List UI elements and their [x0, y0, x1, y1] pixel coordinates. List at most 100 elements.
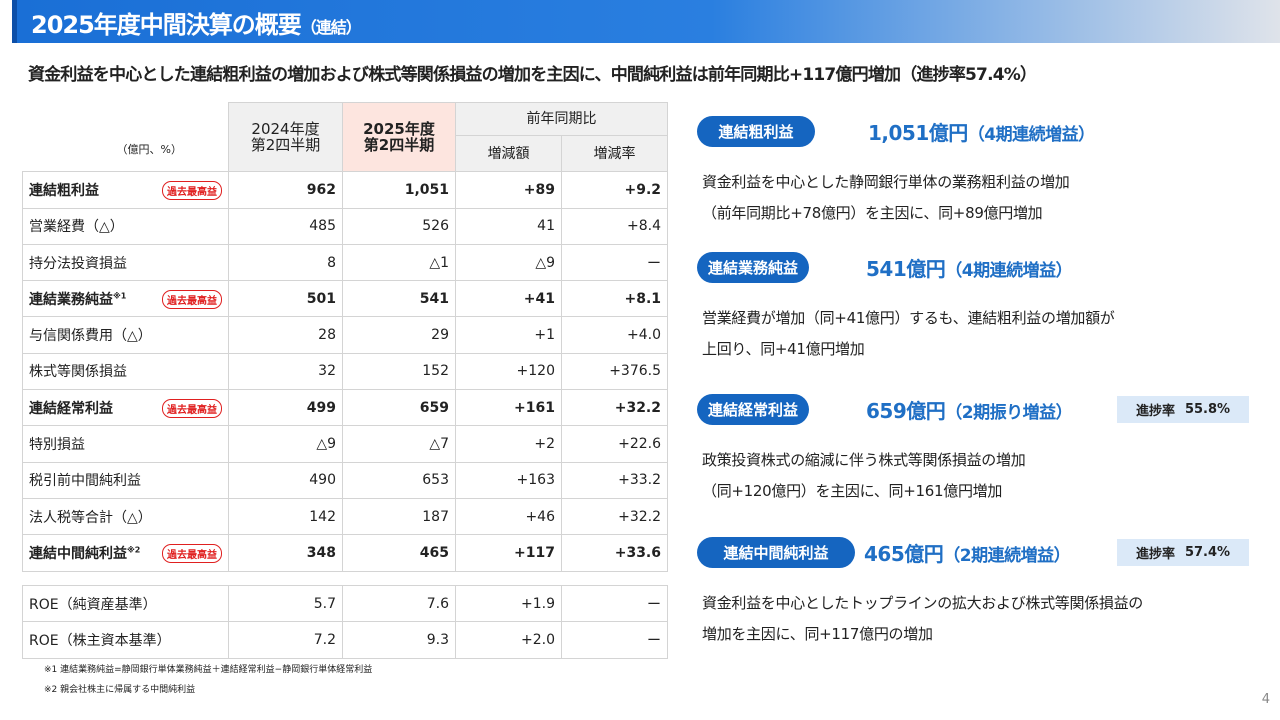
cell-value: 7.2	[228, 621, 343, 659]
progress-box: 進捗率 57.4%	[1117, 539, 1249, 566]
cell-value: +33.6	[561, 534, 668, 572]
cell-value: 653	[342, 461, 456, 499]
highlight-note: （2期振り増益）	[945, 403, 1073, 423]
row-label-text: 持分法投資損益	[29, 255, 127, 272]
unit-label: （億円、%）	[22, 102, 229, 173]
cell-value: +22.6	[561, 425, 668, 463]
highlight-pill: 連結中間純利益	[697, 537, 855, 568]
row-label-text: 営業経費（△）	[29, 219, 124, 236]
row-label-text: 連結中間純利益	[29, 545, 127, 562]
table-row: 株式等関係損益 32 152 +120 +376.5	[22, 352, 668, 391]
roe-row: ROE（純資産基準） 5.7 7.6 +1.9 ー	[22, 584, 668, 623]
progress-box: 進捗率 55.8%	[1117, 396, 1249, 423]
row-label-text: 連結粗利益	[29, 182, 99, 199]
title-bar: 2025年度中間決算の概要（連結）	[12, 0, 1280, 43]
row-label-text: 与信関係費用（△）	[29, 328, 152, 345]
row-label: 連結中間純利益※2 過去最高益	[22, 534, 229, 572]
summary-subtitle: 資金利益を中心とした連結粗利益の増加および株式等関係損益の増加を主因に、中間純利…	[28, 65, 1037, 85]
title-sub: （連結）	[300, 18, 362, 37]
table-row: 連結粗利益 過去最高益 962 1,051 +89 +9.2	[22, 171, 668, 209]
roe-table: ROE（純資産基準） 5.7 7.6 +1.9 ー ROE（株主資本基準） 7.2 9.3 +2…	[22, 584, 668, 659]
highlight-body: 営業経費が増加（同+41億円）するも、連結粗利益の増加額が 上回り、同+41億円増…	[702, 303, 1115, 365]
cell-value: 28	[228, 316, 343, 354]
row-label: 与信関係費用（△）	[22, 316, 229, 354]
record-high-badge: 過去最高益	[162, 289, 222, 309]
row-label: 連結経常利益 過去最高益	[22, 389, 229, 427]
table-row: 税引前中間純利益 490 653 +163 +33.2	[22, 461, 668, 499]
footnote-1: ※1 連結業務純益=静岡銀行単体業務純益＋連結経常利益−静岡銀行単体経常利益	[44, 665, 373, 675]
row-label-text: 税引前中間純利益	[29, 473, 141, 490]
cell-value: 499	[228, 389, 343, 427]
record-high-badge: 過去最高益	[162, 543, 222, 563]
cell-value: +376.5	[561, 352, 668, 391]
body-line: 上回り、同+41億円増加	[702, 340, 865, 358]
cell-value: 5.7	[228, 584, 343, 623]
highlight-value: 1,051億円（4期連続増益）	[868, 117, 1095, 146]
row-label: 営業経費（△）	[22, 207, 229, 245]
cell-value: 541	[342, 280, 456, 318]
cell-value: +32.2	[561, 389, 668, 427]
cell-value: +89	[455, 171, 562, 209]
cell-value: +41	[455, 280, 562, 318]
highlight-note: （4期連続増益）	[945, 261, 1073, 281]
highlight-pill: 連結業務純益	[697, 252, 809, 283]
cell-value: △9	[455, 243, 562, 282]
record-high-badge: 過去最高益	[162, 398, 222, 418]
roe-row: ROE（株主資本基準） 7.2 9.3 +2.0 ー	[22, 621, 668, 659]
footnote-ref: ※2	[127, 545, 141, 555]
progress-value: 57.4%	[1184, 545, 1231, 560]
cell-value: +2.0	[455, 621, 562, 659]
table-row: 連結業務純益※1 過去最高益 501 541 +41 +8.1	[22, 280, 668, 318]
footnote-ref: ※1	[113, 291, 127, 301]
highlight-amount: 1,051億円	[868, 121, 968, 145]
cell-value: △9	[228, 425, 343, 463]
highlight-amount: 541億円	[866, 257, 946, 281]
body-line: （同+120億円）を主因に、同+161億円増加	[702, 482, 1003, 500]
row-label-text: 連結業務純益	[29, 291, 113, 308]
cell-value: 32	[228, 352, 343, 391]
cell-value: 152	[342, 352, 456, 391]
cell-value: +9.2	[561, 171, 668, 209]
highlight-value: 659億円（2期振り増益）	[866, 395, 1073, 424]
cell-value: +163	[455, 461, 562, 499]
cell-value: +46	[455, 497, 562, 536]
cell-value: ー	[561, 621, 668, 659]
row-label: ROE（株主資本基準）	[22, 621, 229, 659]
highlight-note: （4期連続増益）	[967, 125, 1095, 145]
col-yoy-rate: 増減率	[561, 134, 668, 173]
cell-value: △1	[342, 243, 456, 282]
row-label-text: 特別損益	[29, 437, 85, 454]
cell-value: +32.2	[561, 497, 668, 536]
highlight-amount: 465億円	[864, 542, 944, 566]
table-row: 与信関係費用（△） 28 29 +1 +4.0	[22, 316, 668, 354]
highlight-note: （2期連続増益）	[943, 546, 1071, 566]
cell-value: 29	[342, 316, 456, 354]
highlight-pill: 連結粗利益	[697, 116, 815, 147]
progress-label: 進捗率	[1135, 404, 1175, 419]
highlight-value: 541億円（4期連続増益）	[866, 253, 1073, 282]
results-table: （億円、%） 2024年度 第2四半期 2025年度 第2四半期 前年同期比 増減額…	[22, 101, 668, 572]
table-row: 特別損益 △9 △7 +2 +22.6	[22, 425, 668, 463]
table-row: 連結中間純利益※2 過去最高益 348 465 +117 +33.6	[22, 534, 668, 572]
cell-value: ー	[561, 584, 668, 623]
title-main: 2025年度中間決算の概要	[31, 11, 302, 39]
table-row: 法人税等合計（△） 142 187 +46 +32.2	[22, 497, 668, 536]
highlight-body: 資金利益を中心としたトップラインの拡大および株式等関係損益の 増加を主因に、同+1…	[702, 588, 1143, 650]
cell-value: 490	[228, 461, 343, 499]
row-label: 連結業務純益※1 過去最高益	[22, 280, 229, 318]
cell-value: 41	[455, 207, 562, 245]
cell-value: +33.2	[561, 461, 668, 499]
cell-value: 485	[228, 207, 343, 245]
cell-value: 348	[228, 534, 343, 572]
cell-value: 9.3	[342, 621, 456, 659]
table-row: 連結経常利益 過去最高益 499 659 +161 +32.2	[22, 389, 668, 427]
row-label: 連結粗利益 過去最高益	[22, 171, 229, 209]
cell-value: +1.9	[455, 584, 562, 623]
cell-value: 142	[228, 497, 343, 536]
footnote-2: ※2 親会社株主に帰属する中間純利益	[44, 685, 196, 695]
cell-value: 501	[228, 280, 343, 318]
cell-value: 8	[228, 243, 343, 282]
highlight-amount: 659億円	[866, 399, 946, 423]
cell-value: 187	[342, 497, 456, 536]
cell-value: 465	[342, 534, 456, 572]
